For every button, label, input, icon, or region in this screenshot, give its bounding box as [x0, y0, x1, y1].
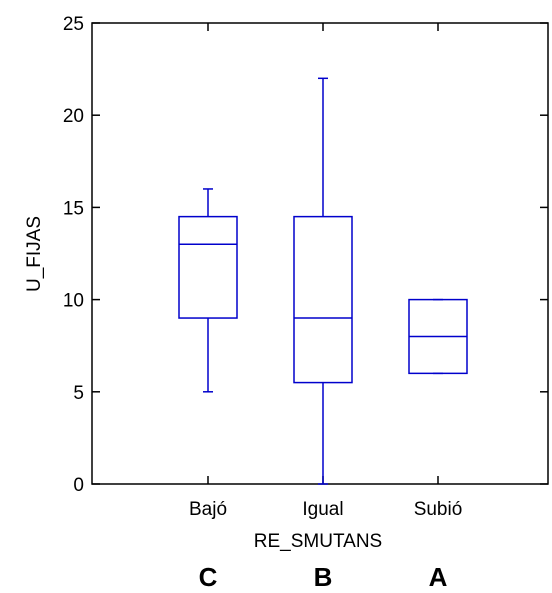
- x-axis-title: RE_SMUTANS: [254, 531, 382, 552]
- plot-frame: [91, 22, 549, 485]
- group-letter-1: B: [314, 562, 333, 592]
- box-Igual: [293, 77, 353, 485]
- box-Subió: [408, 298, 468, 375]
- y-tick-label: 15: [63, 198, 84, 219]
- x-tick-label-2: Subió: [414, 499, 463, 520]
- y-axis-title: U_FIJAS: [24, 216, 45, 292]
- x-tick-label-1: Igual: [302, 499, 343, 520]
- y-tick-label: 5: [73, 383, 84, 404]
- y-tick-label: 25: [63, 14, 84, 35]
- box-Bajó: [178, 188, 238, 393]
- iqr-box: [293, 215, 353, 384]
- group-letter-2: A: [429, 562, 448, 592]
- y-tick-label: 0: [73, 475, 84, 496]
- iqr-box: [178, 215, 238, 319]
- y-tick-label: 10: [63, 291, 84, 312]
- y-tick-label: 20: [63, 106, 84, 127]
- x-tick-label-0: Bajó: [189, 499, 227, 520]
- group-letter-0: C: [199, 562, 218, 592]
